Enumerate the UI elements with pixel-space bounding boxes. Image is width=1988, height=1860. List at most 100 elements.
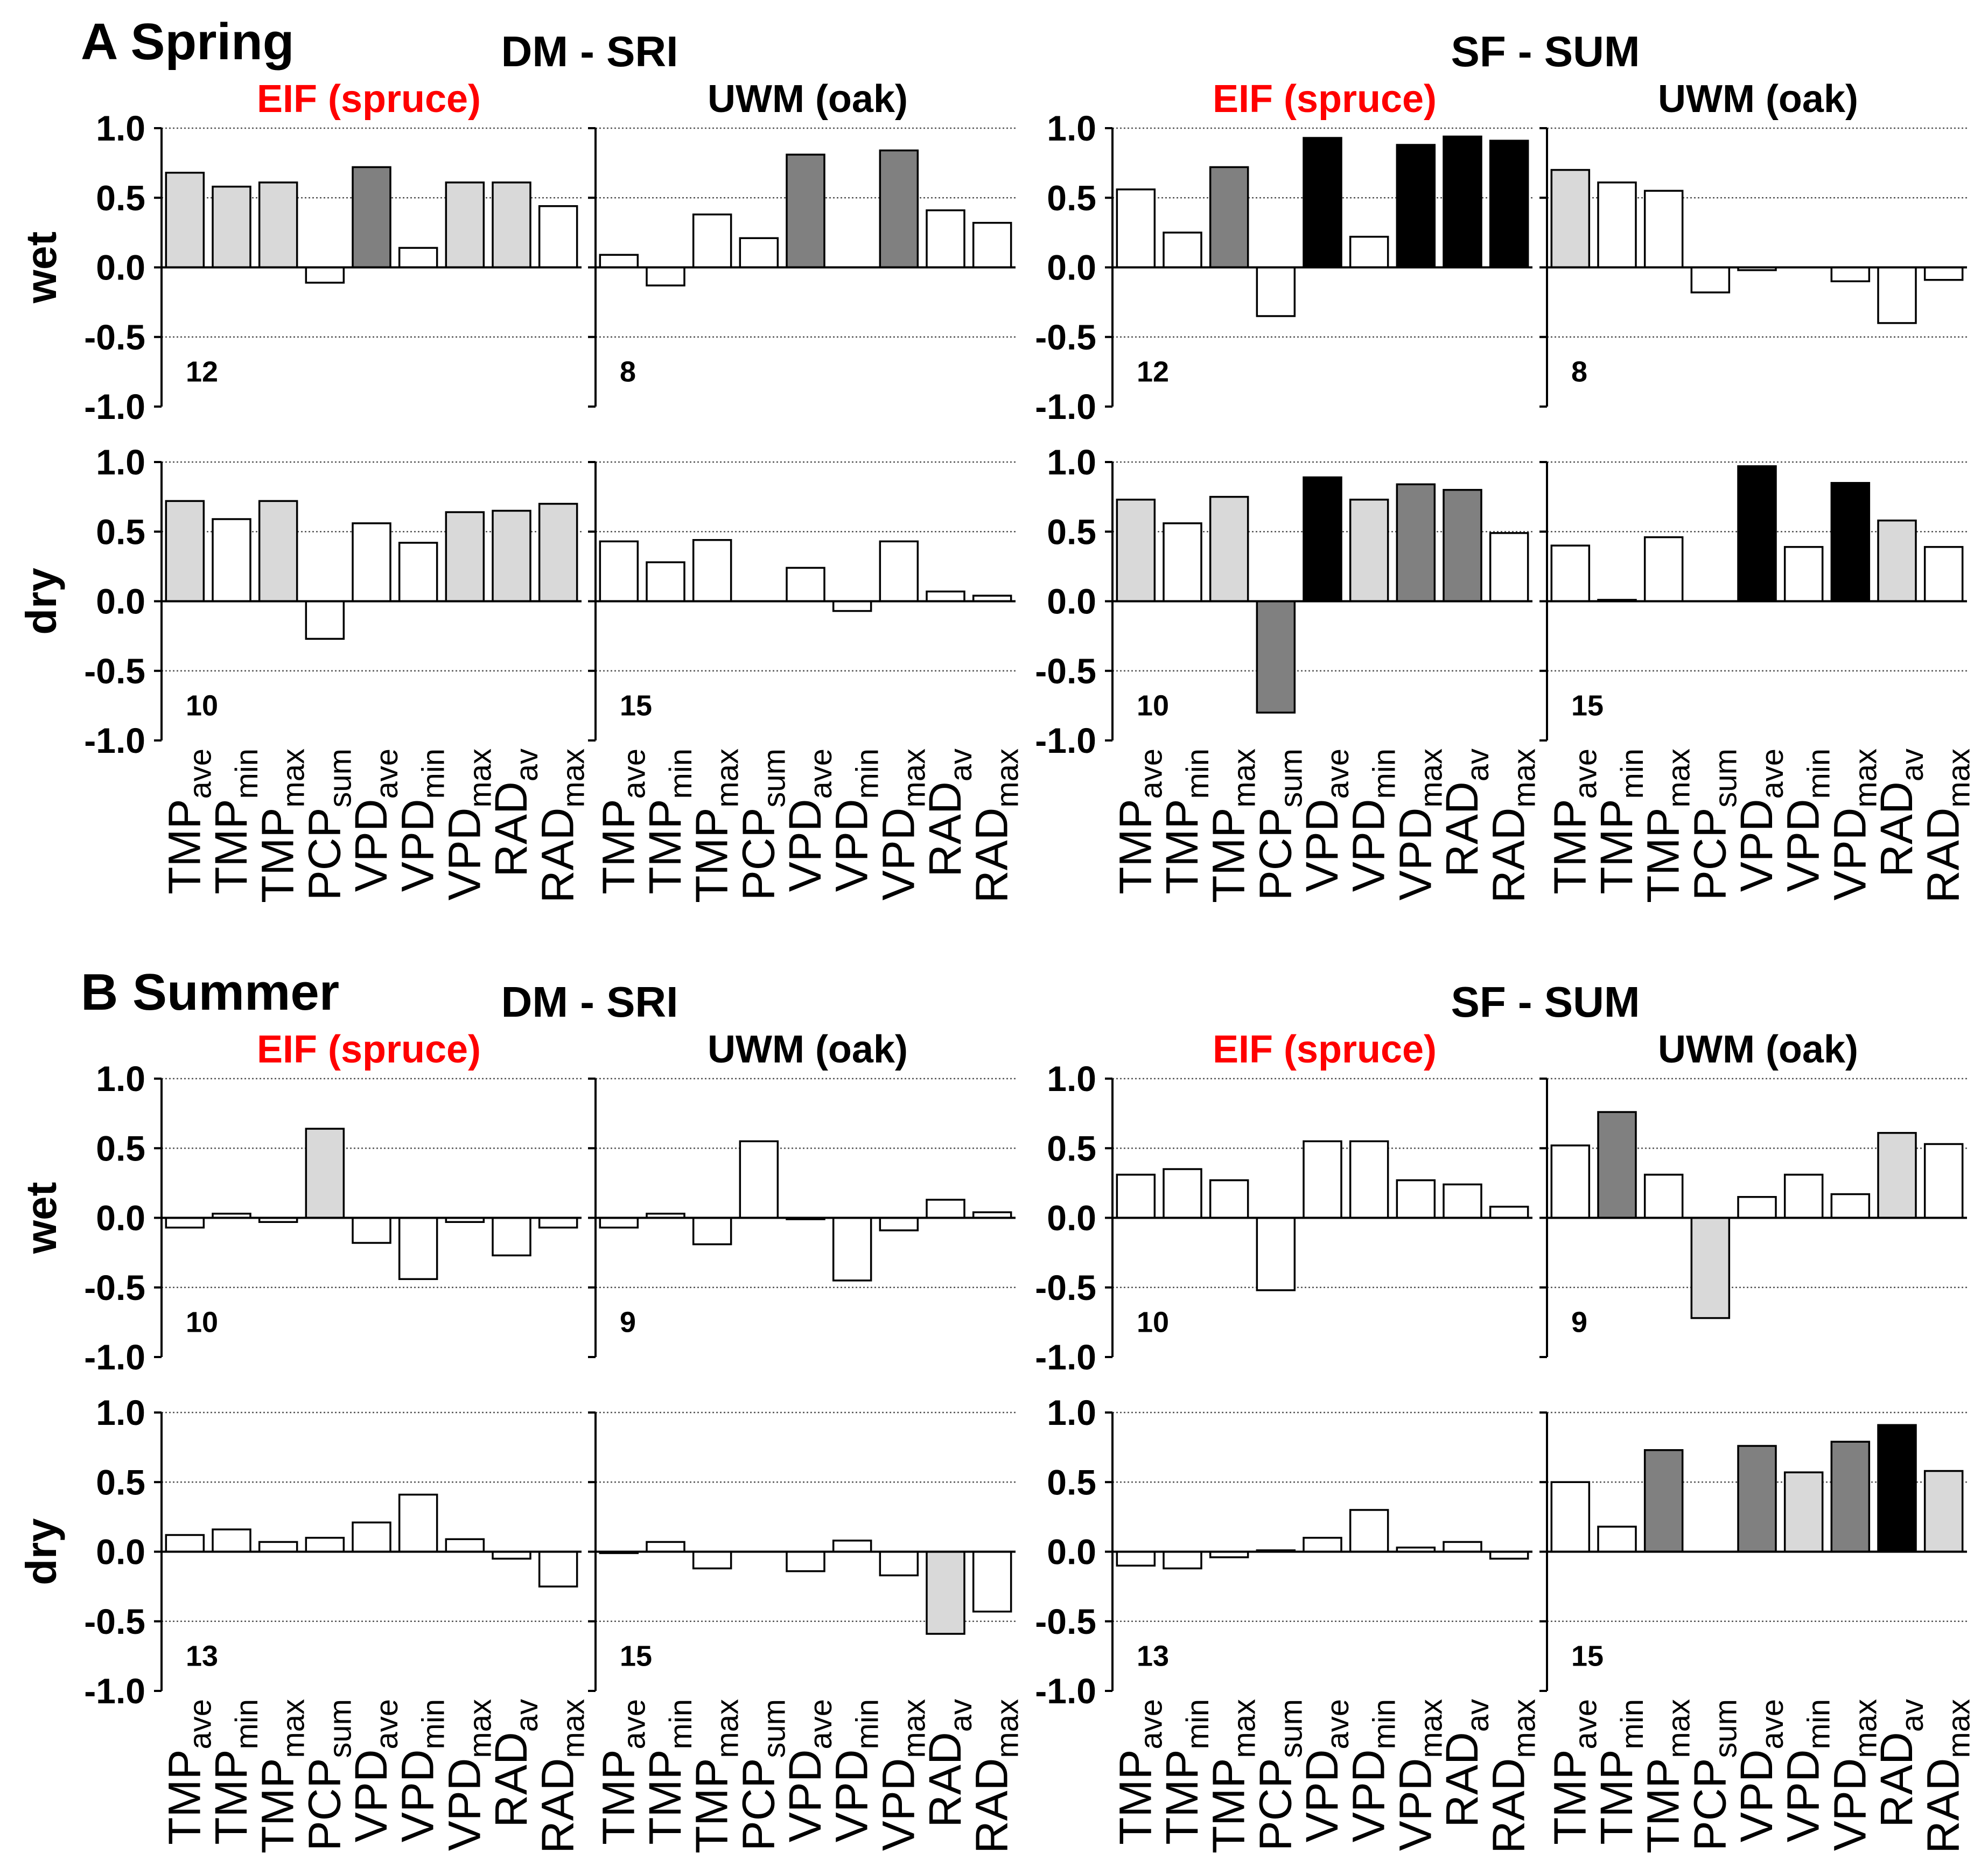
bar [305,1128,345,1219]
bar [926,209,965,269]
y-tick-label: 0.0 [1047,1532,1096,1572]
bar [165,500,205,603]
bar [1116,1550,1156,1567]
y-tick-label: -0.5 [84,317,145,357]
bar [352,166,391,269]
category-label: VPDmax [439,749,498,900]
bar [1690,266,1731,293]
y-tick-label: -1.0 [84,387,145,426]
bar [1783,1173,1824,1219]
bar [212,185,251,269]
bar [165,1216,205,1229]
category-label: VPDmin [393,1699,451,1842]
bar [1489,139,1529,269]
category-label: TMPmax [1638,1699,1697,1854]
panel: 1.0 0.5 0.0 -0.5 -1.0 10 [84,1059,582,1377]
category-label: VPDave [346,749,404,892]
bar [739,237,779,269]
bar [1783,1471,1824,1553]
bar [1690,1216,1731,1319]
category-label: TMPmin [1591,749,1650,894]
bar [972,1550,1012,1613]
sample-size: 10 [1137,689,1169,722]
y-tick-label: 1.0 [96,1393,145,1432]
bar [305,600,345,640]
bar [1643,1173,1684,1219]
bar [1830,1193,1871,1219]
y-tick-label: -1.0 [84,1671,145,1711]
category-label: RADav [486,749,544,877]
y-tick-label: 0.5 [96,1128,145,1168]
row-label-wet: wet [17,1182,65,1254]
bar [739,1140,779,1219]
y-tick-label: -0.5 [1035,317,1096,357]
panel: 1.0 0.5 0.0 -0.5 -1.0 10 [1035,442,1532,760]
bar [1597,181,1637,269]
bar [1923,546,1964,603]
bar [1830,1441,1871,1553]
site-title: UWM (oak) [708,78,908,121]
y-tick-label: 1.0 [96,1059,145,1099]
category-label: VPDave [1731,1699,1790,1842]
bar [258,1541,298,1553]
bar [1349,235,1389,269]
category-label: VPDmin [393,749,451,892]
category-label: RADav [1871,1699,1930,1828]
bar [879,1216,919,1232]
y-tick-label: 0.5 [1047,1128,1096,1168]
bar [1550,544,1591,603]
category-label: RADav [920,1699,978,1828]
category-label: TMPmin [1157,749,1215,894]
y-tick-label: 0.5 [96,512,145,551]
category-label: TMPave [1110,1699,1168,1845]
category-label: RADav [1871,749,1930,877]
bar [1163,1168,1202,1219]
category-label: TMPmin [640,1699,698,1845]
y-tick-label: 0.0 [96,1532,145,1572]
bar [1877,266,1917,324]
category-label: VPDmax [1824,1699,1883,1851]
site-title: EIF (spruce) [257,1028,481,1071]
bar [1923,266,1964,281]
sample-size: 10 [1137,1306,1169,1338]
panel: 9 [1539,1078,1967,1358]
bar [1349,1509,1389,1553]
sample-size: 15 [620,689,652,722]
category-label: VPDave [1297,1699,1355,1842]
category-label: VPDave [780,1699,838,1842]
bar [1163,1550,1202,1570]
bar [1877,1132,1917,1219]
site-title: UWM (oak) [1658,1028,1858,1071]
bar [1209,1179,1249,1219]
y-tick-label: -1.0 [1035,1337,1096,1377]
panel: 1.0 0.5 0.0 -0.5 -1.0 12 [1035,108,1532,426]
bar [1923,1470,1964,1553]
row-label-dry: dry [17,1518,65,1585]
y-tick-label: -0.5 [84,1602,145,1641]
bar [1209,166,1249,269]
bar [1443,1541,1482,1553]
bar [1737,1445,1777,1553]
category-label: RADmax [967,749,1025,903]
category-label: PCPsum [733,1699,792,1851]
bar [879,540,919,603]
site-title: UWM (oak) [708,1028,908,1071]
category-label: PCPsum [1684,749,1743,900]
y-tick-label: 0.5 [96,1462,145,1502]
y-tick-label: 0.5 [96,178,145,218]
panel: 1.0 0.5 0.0 -0.5 -1.0 10 [84,442,582,760]
category-label: VPDmin [1778,749,1837,892]
bar [398,1216,438,1280]
category-label: TMPmin [1157,1699,1215,1845]
bar [1443,488,1482,603]
category-label: TMPmax [687,1699,745,1854]
bar [1830,266,1871,283]
category-label: TMPave [159,1699,218,1845]
category-label: VPDmax [1824,749,1883,900]
bar [1550,1144,1591,1219]
category-label: RADmax [1918,749,1977,903]
bar [926,1550,965,1635]
section-1: B Summer DM - SRI SF - SUM EIF (spruce) UWM … [17,963,1977,1854]
category-label: VPDmin [827,749,885,892]
category-label: VPDmax [1390,749,1448,900]
